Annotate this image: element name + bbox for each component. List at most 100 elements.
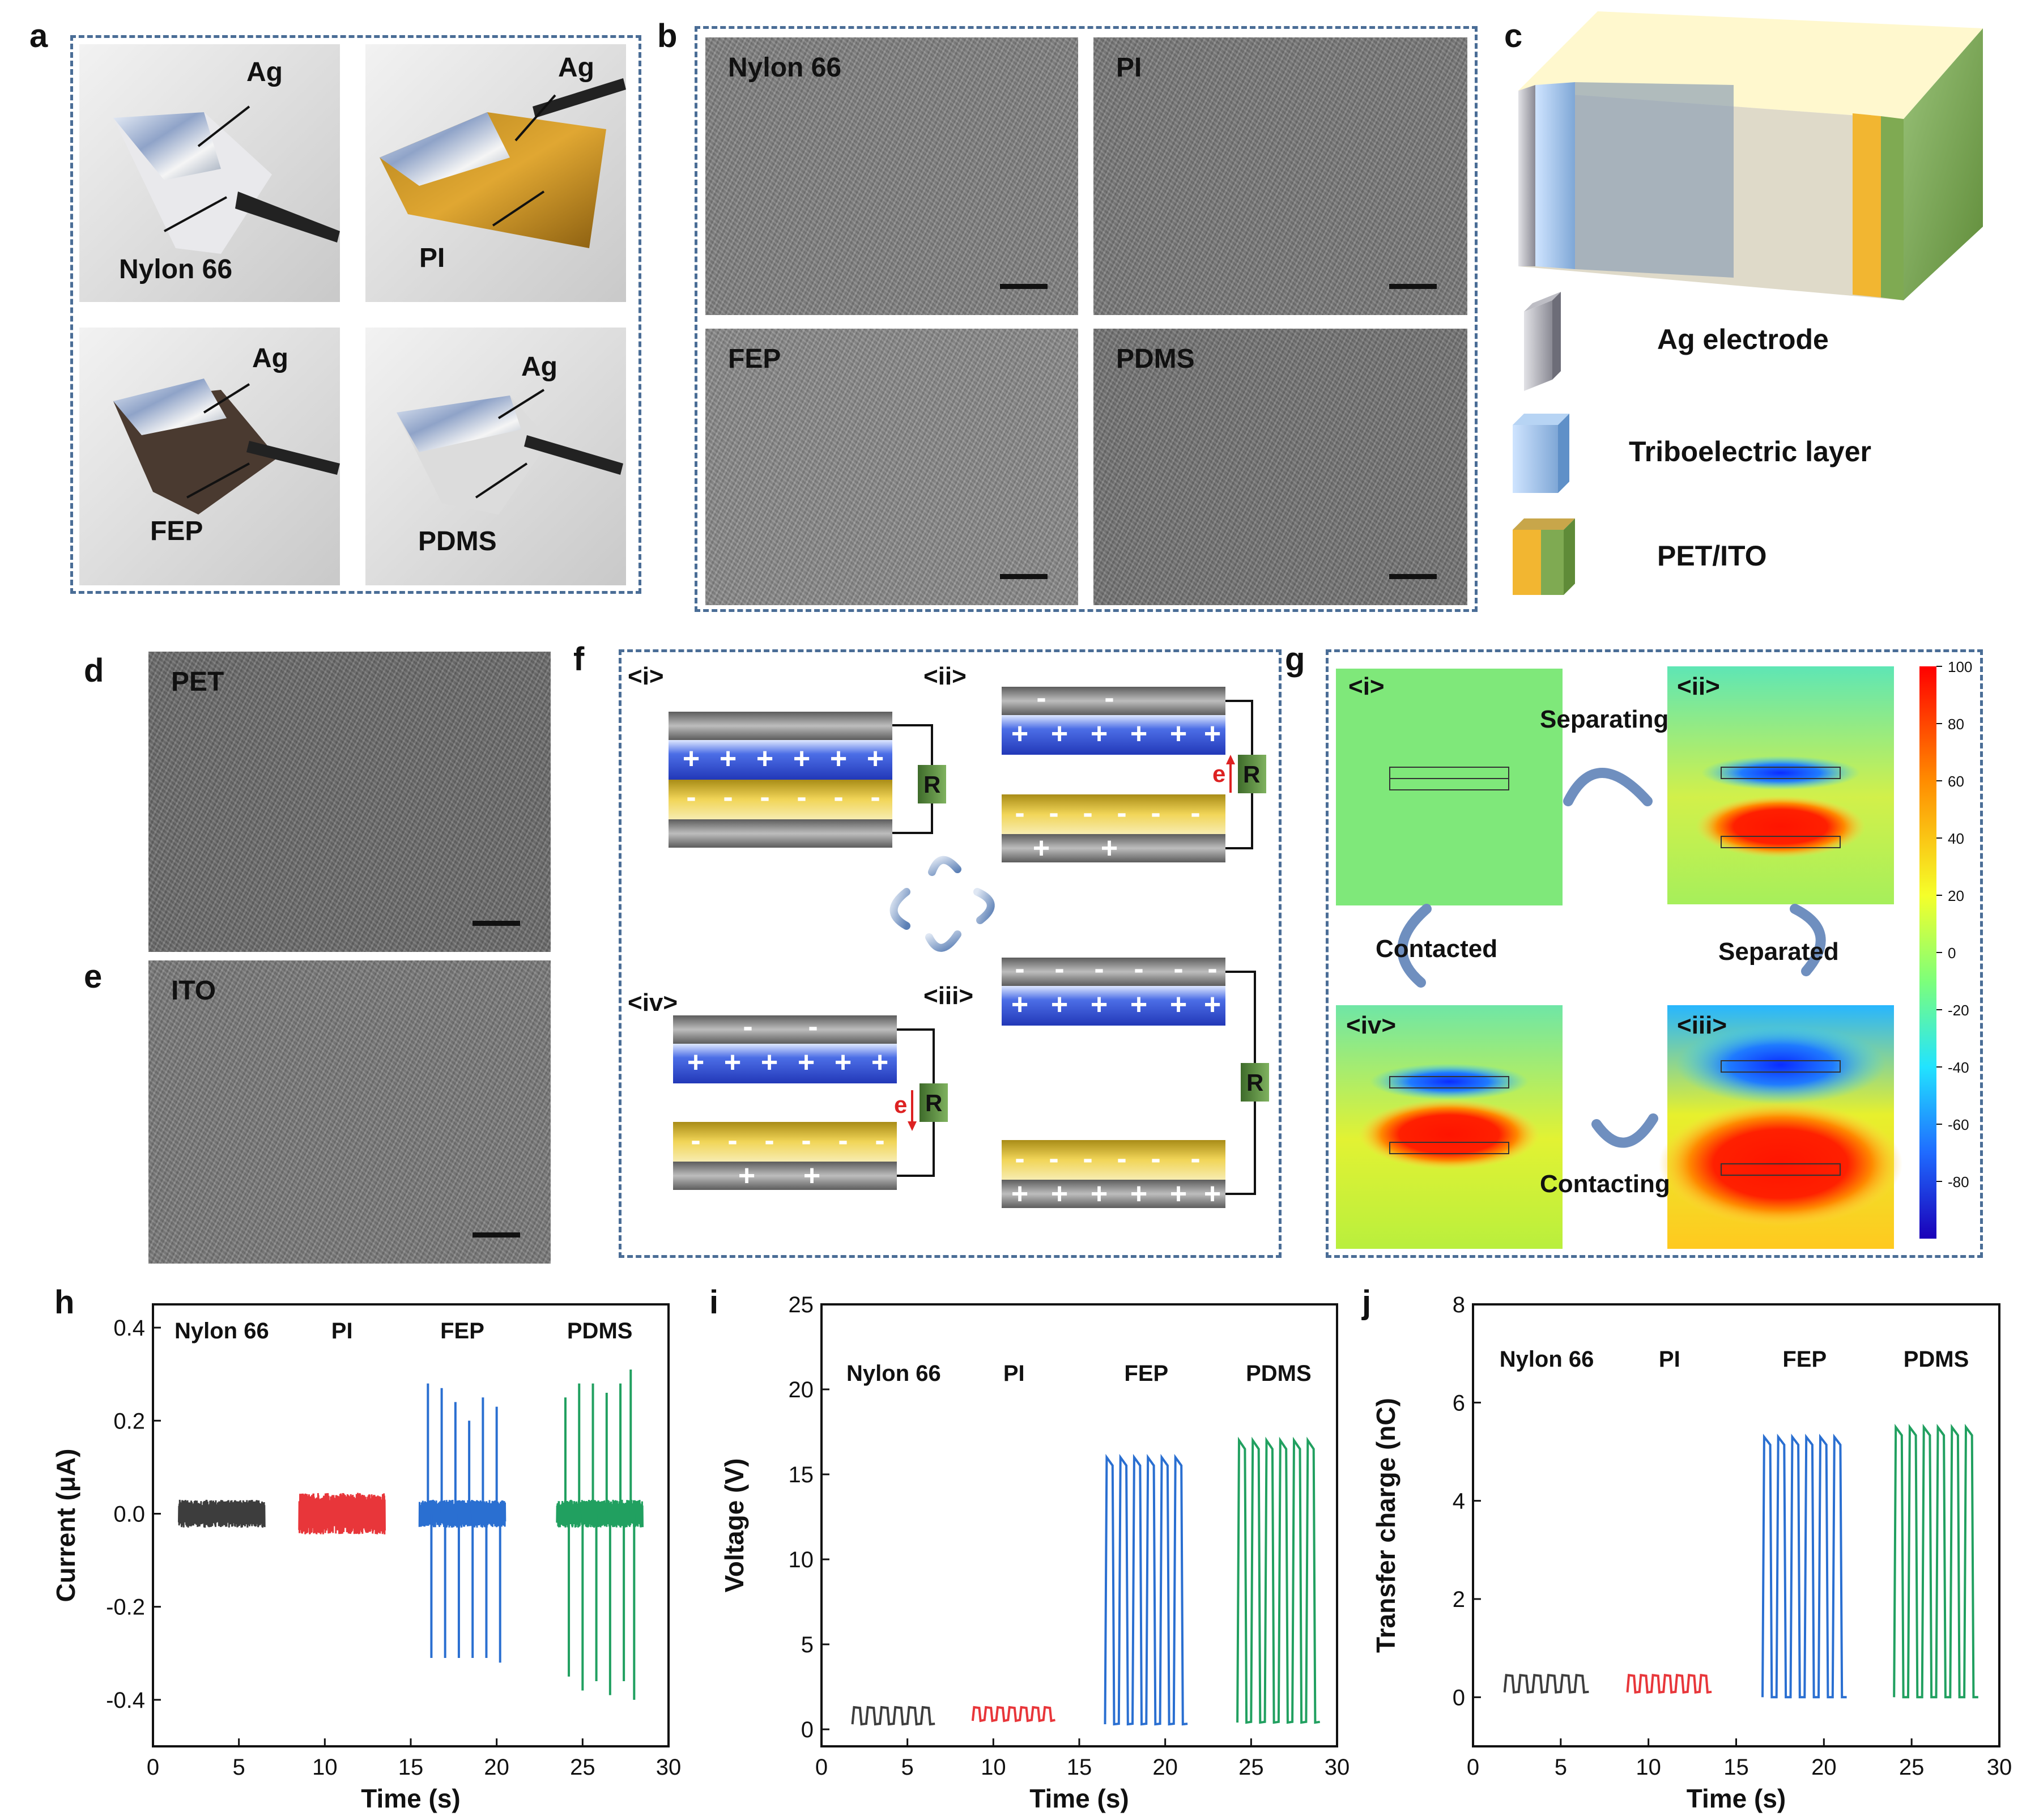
panel-label-j: j xyxy=(1362,1284,1372,1321)
charge-minus: - xyxy=(1117,797,1126,830)
charge-plus: + xyxy=(1170,988,1187,1021)
colorbar-tick-label: -40 xyxy=(1948,1059,1969,1076)
colorbar-tick-label: 40 xyxy=(1948,830,1964,847)
x-tick-label: 30 xyxy=(656,1755,682,1780)
charge-plus: + xyxy=(803,1159,820,1192)
foil-ag-1 xyxy=(113,112,221,180)
panel-g-frame xyxy=(1326,649,1983,1258)
label-nylon66: Nylon 66 xyxy=(119,254,233,284)
chart-current: 0 5 10 15 20 25 30 -0.4 -0.2 0.0 0.2 0.4 Time (s) Cur… xyxy=(51,1303,682,1813)
tweezer-3 xyxy=(246,441,340,475)
colorbar xyxy=(1919,666,1936,1239)
charge-minus: - xyxy=(1134,952,1143,985)
charge-minus: - xyxy=(1015,797,1024,830)
label-pi: PI xyxy=(419,243,445,273)
sem-pet: PET xyxy=(148,652,551,952)
series-line xyxy=(178,1499,266,1528)
series-line xyxy=(1236,1436,1320,1724)
sem-title-ito: ITO xyxy=(171,976,216,1006)
charge-plus: + xyxy=(1011,717,1028,750)
charge-plus: + xyxy=(1130,988,1147,1021)
charge-minus: - xyxy=(1036,682,1046,715)
label-ag-2: Ag xyxy=(558,53,594,83)
charge-minus: - xyxy=(691,1124,700,1157)
layer-tribo xyxy=(1535,82,1575,269)
charge-minus: - xyxy=(760,781,769,814)
charge-minus: - xyxy=(1207,952,1217,985)
series-line xyxy=(418,1499,506,1528)
scale-bar xyxy=(1389,284,1437,289)
legend-triboelectric: Triboelectric layer xyxy=(1629,436,1872,467)
g-stage-tag-ii: <ii> xyxy=(1677,673,1720,700)
charge-plus: + xyxy=(738,1159,755,1192)
panel-label-e: e xyxy=(84,958,103,995)
charge-minus: - xyxy=(764,1124,774,1157)
resistor-label: R xyxy=(1246,1069,1263,1096)
charge-minus: - xyxy=(1083,1142,1092,1175)
series-line xyxy=(1503,1674,1589,1694)
y-axis-label: Current (μA) xyxy=(51,1449,80,1602)
panel-c-schematic xyxy=(1513,11,1983,595)
charge-plus: + xyxy=(1051,717,1068,750)
panel-b-frame xyxy=(695,26,1478,612)
x-axis-label: Time (s) xyxy=(1687,1784,1786,1813)
x-axis-label: Time (s) xyxy=(1029,1784,1129,1813)
series-line xyxy=(1104,1453,1188,1726)
x-tick-label: 20 xyxy=(484,1755,509,1780)
y-tick-label: 10 xyxy=(789,1547,814,1572)
panel-label-h: h xyxy=(54,1284,75,1321)
tweezer-1 xyxy=(235,192,340,243)
series-label: Nylon 66 xyxy=(1500,1347,1594,1372)
y-tick-label: 0 xyxy=(1453,1685,1465,1710)
charge-minus: - xyxy=(797,781,806,814)
charge-minus: - xyxy=(1190,1142,1200,1175)
resistor-label: R xyxy=(1243,761,1260,788)
charge-plus: + xyxy=(1091,717,1108,750)
foil-ag-4 xyxy=(397,396,521,452)
series-line xyxy=(851,1706,935,1726)
charge-minus: - xyxy=(808,1010,818,1043)
charge-plus: + xyxy=(1130,1177,1147,1210)
charge-minus: - xyxy=(1151,1142,1160,1175)
sem-title-pi: PI xyxy=(1116,53,1142,83)
charge-plus: + xyxy=(867,742,884,775)
charge-minus: - xyxy=(1049,797,1058,830)
charge-plus: + xyxy=(1091,1177,1108,1210)
x-tick-label: 25 xyxy=(1899,1755,1925,1780)
x-tick-label: 5 xyxy=(901,1755,914,1780)
panel-label-b: b xyxy=(657,18,678,54)
charge-plus: + xyxy=(871,1046,888,1079)
charge-plus: + xyxy=(1204,1177,1221,1210)
series-label: FEP xyxy=(1782,1347,1827,1372)
y-tick-label: 0.4 xyxy=(113,1316,145,1341)
series-label: Nylon 66 xyxy=(846,1361,941,1386)
charge-plus: + xyxy=(798,1046,815,1079)
tweezer-4 xyxy=(524,435,623,475)
x-tick-label: 10 xyxy=(981,1755,1006,1780)
y-tick-label: 8 xyxy=(1453,1292,1465,1317)
stage-iii xyxy=(1002,958,1269,1208)
label-ag-4: Ag xyxy=(521,352,557,382)
y-tick-label: 5 xyxy=(801,1632,814,1657)
charge-minus: - xyxy=(1151,797,1160,830)
y-tick-label: 0.0 xyxy=(113,1502,145,1526)
series-line xyxy=(556,1499,644,1528)
stage-i xyxy=(669,712,946,848)
series-label: PDMS xyxy=(1246,1361,1312,1386)
series-label: PDMS xyxy=(567,1319,633,1343)
sem-ito: ITO xyxy=(148,960,551,1264)
series-label: Nylon 66 xyxy=(174,1319,269,1343)
panel-label-d: d xyxy=(84,652,104,689)
label-separating: Separating xyxy=(1540,705,1668,733)
panel-a-frame xyxy=(70,35,641,594)
g-stage-tag-iv: <iv> xyxy=(1346,1011,1396,1039)
x-tick-label: 15 xyxy=(1723,1755,1749,1780)
colorbar-ticks: 100 80 60 40 20 0 -20 -40 -60 -80 xyxy=(1936,658,1972,1190)
legend-cube-pet xyxy=(1513,518,1575,595)
series-line xyxy=(971,1706,1055,1723)
x-tick-label: 25 xyxy=(1238,1755,1264,1780)
resistor-label: R xyxy=(925,1090,942,1116)
y-tick-label: 0.2 xyxy=(113,1409,145,1434)
label-contacted: Contacted xyxy=(1376,935,1497,963)
